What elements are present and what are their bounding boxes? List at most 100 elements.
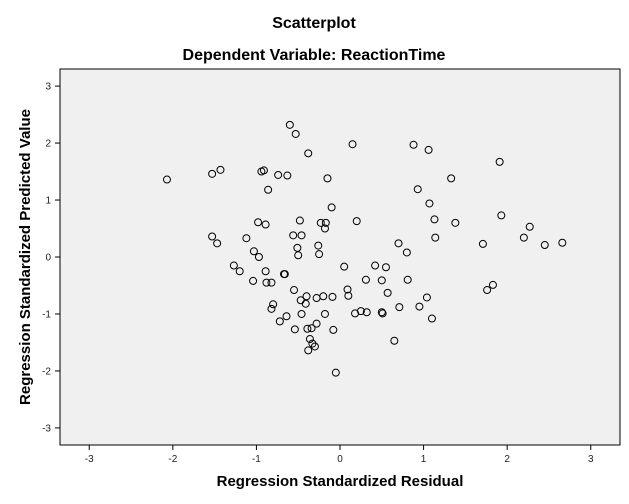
scatter-point xyxy=(316,218,325,227)
y-tick-label: 2 xyxy=(45,139,51,150)
scatter-point xyxy=(285,120,294,129)
scatter-point xyxy=(340,262,349,271)
scatter-point xyxy=(403,275,412,284)
x-tick-label: -3 xyxy=(85,454,94,465)
scatter-point xyxy=(315,250,324,259)
scatter-point xyxy=(356,307,365,316)
scatter-point xyxy=(519,233,528,242)
chart-subtitle: Dependent Variable: ReactionTime xyxy=(183,47,446,64)
scatter-point xyxy=(344,291,353,300)
scatter-point xyxy=(323,174,332,183)
y-tick-label: 3 xyxy=(45,82,51,93)
scatter-point xyxy=(451,218,460,227)
scatter-point xyxy=(267,278,276,287)
scatter-point xyxy=(348,140,357,149)
scatter-point xyxy=(283,171,292,180)
scatter-point xyxy=(352,217,361,226)
scatter-point xyxy=(249,276,258,285)
scatter-point xyxy=(371,261,380,270)
scatter-point xyxy=(314,241,323,250)
scatter-point xyxy=(274,170,283,179)
scatter-point xyxy=(320,224,329,233)
scatter-point xyxy=(377,276,386,285)
scatter-point xyxy=(422,293,431,302)
scatter-point xyxy=(383,288,392,297)
plot-area xyxy=(59,68,621,446)
x-tick-label: 0 xyxy=(337,454,343,465)
scatter-point xyxy=(305,335,314,344)
y-tick-label: 0 xyxy=(45,253,51,264)
chart-title: Scatterplot xyxy=(272,15,356,32)
scatter-point xyxy=(267,304,276,313)
scatter-point xyxy=(254,218,263,227)
scatter-point xyxy=(390,336,399,345)
scatter-point xyxy=(331,368,340,377)
y-axis-ticks: 3 2 1 0 -1 -2 -3 xyxy=(42,82,60,434)
scatter-point xyxy=(362,308,371,317)
scatter-point xyxy=(282,312,291,321)
scatter-point xyxy=(229,261,238,270)
scatter-point xyxy=(395,303,404,312)
scatter-points xyxy=(162,120,567,377)
scatter-point xyxy=(312,319,321,328)
scatter-point xyxy=(525,222,534,231)
scatter-point xyxy=(447,174,456,183)
scatter-point xyxy=(295,216,304,225)
scatter-point xyxy=(425,199,434,208)
scatter-point xyxy=(427,314,436,323)
scatter-point xyxy=(409,140,418,149)
scatter-point xyxy=(558,238,567,247)
x-tick-label: -1 xyxy=(252,454,261,465)
scatter-point xyxy=(540,241,549,250)
x-axis-ticks: -3 -2 -1 0 1 2 3 xyxy=(85,445,594,465)
scatter-point xyxy=(208,169,217,178)
scatter-point xyxy=(378,309,387,318)
scatter-point xyxy=(381,263,390,272)
scatter-point xyxy=(394,239,403,248)
scatter-point xyxy=(430,215,439,224)
scatter-point xyxy=(495,157,504,166)
scatter-point xyxy=(304,149,313,158)
scatter-point xyxy=(261,220,270,229)
y-tick-label: -2 xyxy=(42,366,51,377)
scatter-point xyxy=(497,211,506,220)
scatter-point xyxy=(327,203,336,212)
scatter-point xyxy=(213,239,222,248)
scatter-point xyxy=(488,280,497,289)
x-axis-title: Regression Standardized Residual xyxy=(217,473,464,490)
scatter-point xyxy=(208,232,217,241)
scatter-point xyxy=(294,251,303,260)
scatter-point xyxy=(290,325,299,334)
scatter-point xyxy=(377,308,386,317)
scatter-point xyxy=(321,218,330,227)
scatter-point xyxy=(431,233,440,242)
scatter-point xyxy=(343,285,352,294)
scatter-point xyxy=(361,275,370,284)
scatter-point xyxy=(291,129,300,138)
x-tick-label: 1 xyxy=(421,454,427,465)
scatter-point xyxy=(302,292,311,301)
scatter-point xyxy=(402,248,411,257)
scatter-point xyxy=(290,286,299,295)
scatter-point xyxy=(289,231,298,240)
scatter-point xyxy=(328,292,337,301)
y-axis-title: Regression Standardized Predicted Value xyxy=(17,109,34,405)
scatter-point xyxy=(261,267,270,276)
y-tick-label: 1 xyxy=(45,196,51,207)
scatter-point xyxy=(280,270,289,279)
scatter-point xyxy=(259,166,268,175)
scatter-point xyxy=(329,325,338,334)
scatter-point xyxy=(275,317,284,326)
x-tick-label: -2 xyxy=(168,454,177,465)
scatter-point xyxy=(304,346,313,355)
scatter-point xyxy=(413,185,422,194)
scatter-point xyxy=(269,300,278,309)
scatter-point xyxy=(162,175,171,184)
x-tick-label: 3 xyxy=(588,454,594,465)
scatter-point xyxy=(297,309,306,318)
scatter-point xyxy=(307,324,316,333)
scatter-point xyxy=(262,278,271,287)
scatter-point xyxy=(415,302,424,311)
